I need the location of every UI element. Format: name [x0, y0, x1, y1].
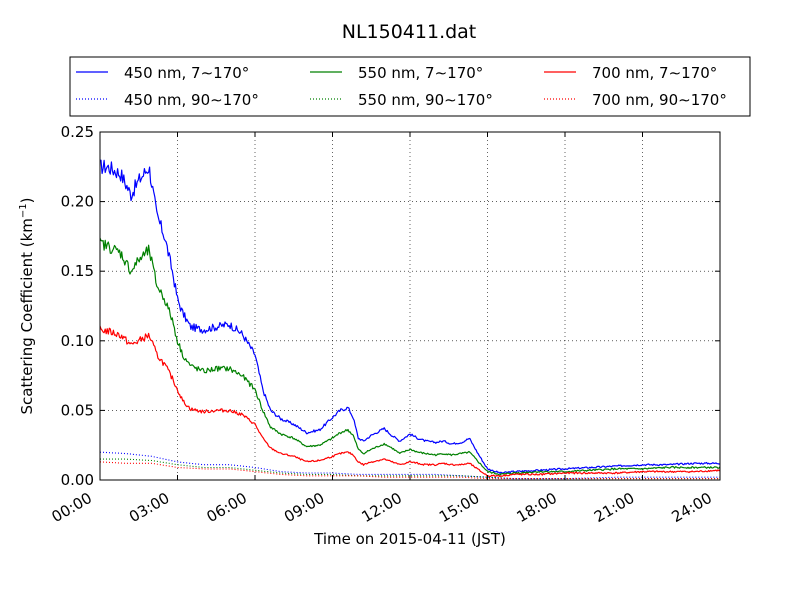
y-tick-label: 0.10 — [61, 332, 94, 350]
y-tick-label: 0.00 — [61, 471, 94, 489]
y-axis-label: Scattering Coefficient (km−1) — [18, 197, 36, 414]
y-axis-label-superscript: −1 — [18, 203, 29, 218]
legend: 450 nm, 7∼170° 450 nm, 90∼170° 550 nm, 7∼1… — [69, 56, 751, 117]
y-axis-label-main: Scattering Coefficient (km — [18, 218, 36, 414]
y-tick-label: 0.20 — [61, 193, 94, 211]
x-axis-label: Time on 2015-04-11 (JST) — [313, 530, 506, 548]
series-line-1 — [99, 159, 720, 474]
series-lines — [99, 159, 721, 480]
y-tick-label: 0.15 — [61, 262, 94, 280]
legend-box — [69, 56, 751, 117]
legend-label: 450 nm, 90∼170° — [124, 91, 259, 109]
y-tick-label: 0.25 — [61, 123, 94, 141]
y-axis-label-close: ) — [18, 197, 36, 203]
legend-label: 700 nm, 90∼170° — [592, 91, 727, 109]
series-line-5 — [99, 325, 721, 478]
legend-label: 550 nm, 90∼170° — [358, 91, 493, 109]
y-tick-label: 0.05 — [61, 401, 94, 419]
legend-label: 450 nm, 7∼170° — [124, 64, 249, 82]
legend-label: 700 nm, 7∼170° — [592, 64, 717, 82]
legend-label: 550 nm, 7∼170° — [358, 64, 483, 82]
chart-title: NL150411.dat — [342, 21, 477, 43]
series-line-3 — [99, 237, 721, 476]
